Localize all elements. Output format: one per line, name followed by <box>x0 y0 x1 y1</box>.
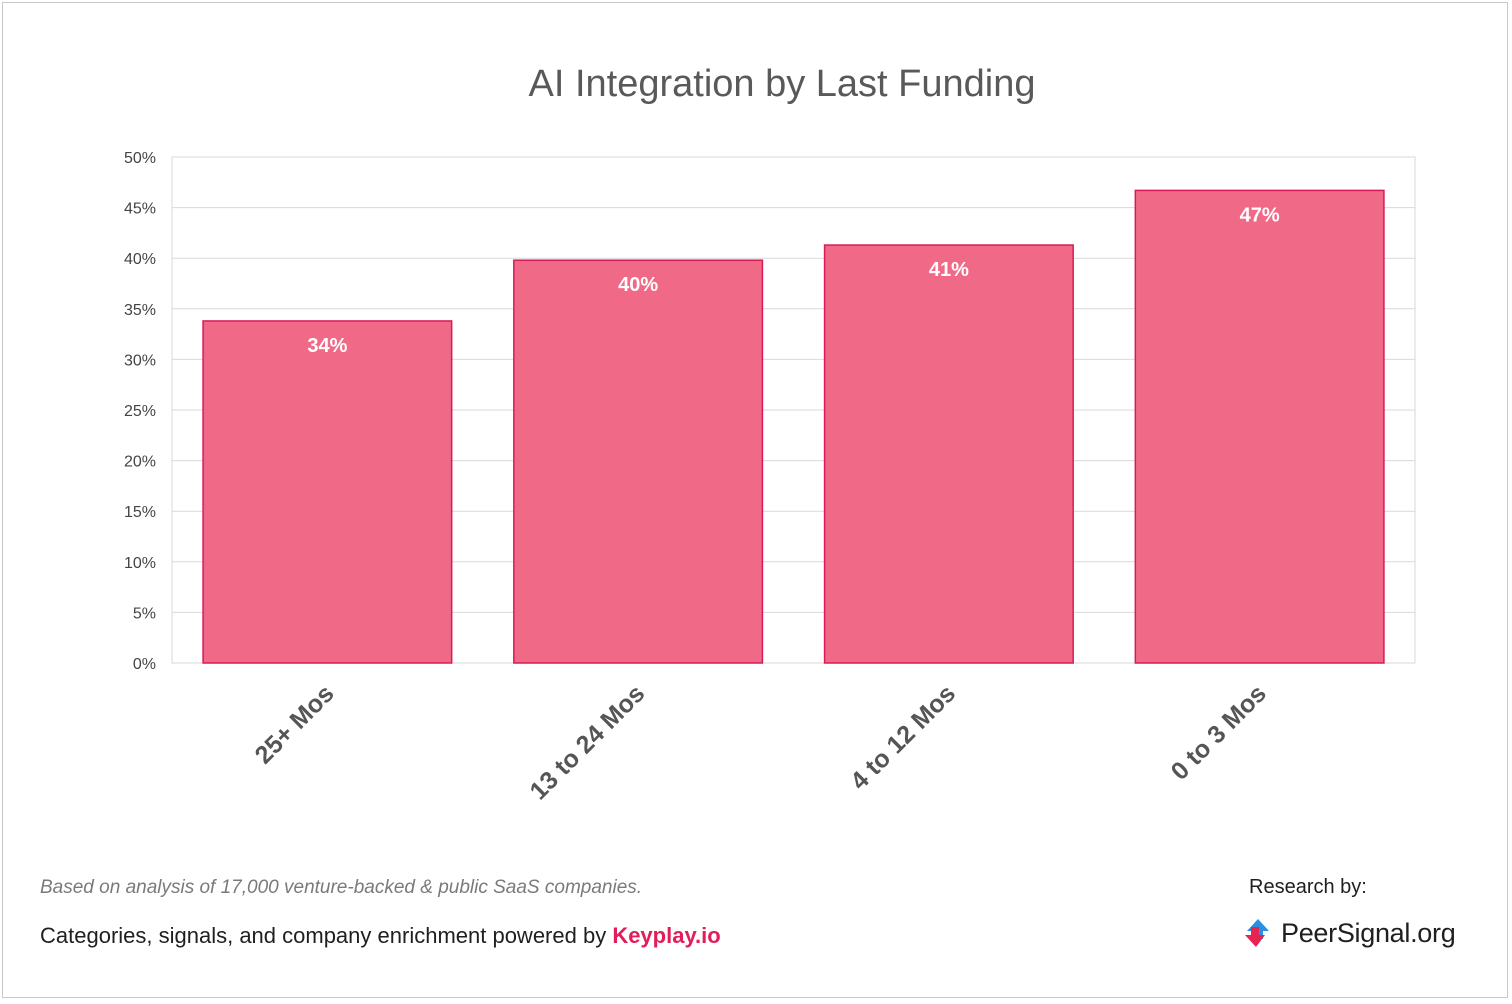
x-axis-ticks: 25+ Mos 13 to 24 Mos 4 to 12 Mos 0 to 3 Mos <box>250 679 1272 805</box>
data-label: 41% <box>929 259 969 281</box>
y-tick-label: 50% <box>124 150 156 167</box>
x-tick-label: 25+ Mos <box>250 679 340 769</box>
research-by-label: Research by: <box>1249 876 1367 898</box>
peersignal-arrows-icon <box>1245 919 1269 947</box>
keyplay-link[interactable]: Keyplay.io <box>612 923 721 948</box>
y-tick-label: 45% <box>124 201 156 218</box>
peersignal-logo[interactable]: PeerSignal.org <box>1243 917 1456 949</box>
bar <box>1134 189 1385 664</box>
y-tick-label: 30% <box>124 352 156 369</box>
bars <box>202 189 1385 664</box>
y-tick-label: 25% <box>124 403 156 420</box>
y-axis-ticks: 0% 5% 10% 15% 20% 25% 30% 35% 40% 45% 50% <box>124 150 156 673</box>
footnote: Based on analysis of 17,000 venture-back… <box>40 877 643 898</box>
y-tick-label: 35% <box>124 302 156 319</box>
x-tick-label: 4 to 12 Mos <box>845 679 961 795</box>
x-tick-label: 0 to 3 Mos <box>1166 679 1272 785</box>
y-tick-label: 40% <box>124 251 156 268</box>
bar <box>513 259 764 664</box>
credit-line: Categories, signals, and company enrichm… <box>40 923 721 949</box>
y-tick-label: 10% <box>124 555 156 572</box>
data-label: 47% <box>1240 204 1280 226</box>
bar-chart: AI Integration by Last Funding 0% 5% 10% 15… <box>124 63 1416 805</box>
data-labels: 34% 40% 41% 47% <box>307 204 1279 357</box>
y-tick-label: 0% <box>133 656 156 673</box>
bar <box>202 320 453 664</box>
chart-title: AI Integration by Last Funding <box>529 63 1036 105</box>
credit-text: Categories, signals, and company enrichm… <box>40 923 613 948</box>
y-tick-label: 20% <box>124 454 156 471</box>
data-label: 34% <box>307 335 347 357</box>
data-label: 40% <box>618 274 658 296</box>
y-tick-label: 5% <box>133 605 156 622</box>
x-tick-label: 13 to 24 Mos <box>524 679 650 805</box>
bar <box>823 244 1074 664</box>
y-tick-label: 15% <box>124 504 156 521</box>
peersignal-logo-text: PeerSignal.org <box>1281 917 1456 948</box>
